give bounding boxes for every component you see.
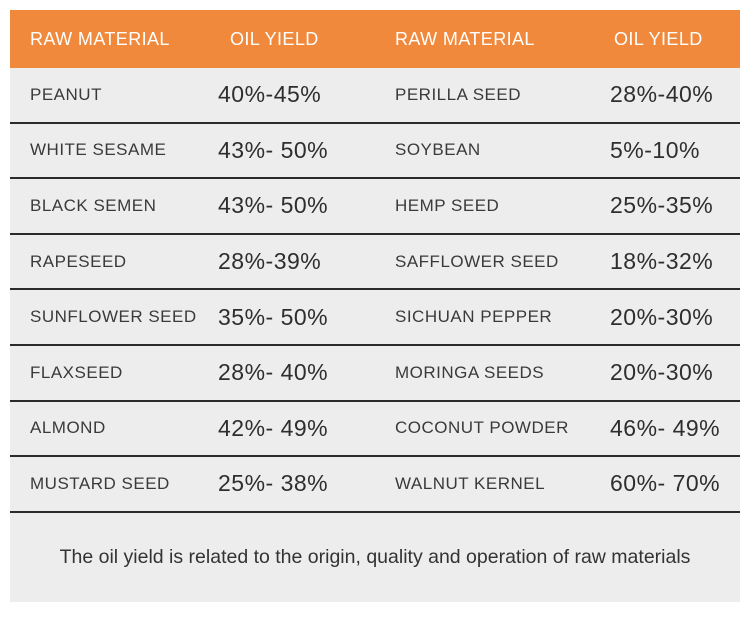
yield-right-cell: 46%- 49% — [610, 414, 721, 441]
material-left-cell: BLACK SEMEN — [30, 195, 157, 215]
material-left-cell: PEANUT — [30, 84, 102, 104]
material-right-cell: COCONUT POWDER — [395, 418, 569, 438]
header-oil-yield-right: OIL YIELD — [614, 28, 703, 49]
footer-note: The oil yield is related to the origin, … — [10, 512, 740, 602]
header-oil-yield-left: OIL YIELD — [230, 28, 319, 49]
table-row: BLACK SEMEN 43%- 50% HEMP SEED 25%-35% — [10, 179, 740, 235]
material-left-cell: MUSTARD SEED — [30, 473, 170, 493]
yield-left-cell: 35%- 50% — [218, 303, 329, 330]
table-row: MUSTARD SEED 25%- 38% WALNUT KERNEL 60%- 70… — [10, 457, 740, 513]
yield-right-cell: 28%-40% — [610, 81, 714, 108]
material-right-cell: MORINGA SEEDS — [395, 362, 545, 382]
yield-right-cell: 20%-30% — [610, 359, 714, 386]
oil-yield-table: RAW MATERIAL OIL YIELD RAW MATERIAL OIL … — [10, 10, 740, 602]
yield-left-cell: 40%-45% — [218, 81, 322, 108]
yield-right-cell: 5%-10% — [610, 136, 700, 163]
material-right-cell: SICHUAN PEPPER — [395, 307, 553, 327]
material-left-cell: FLAXSEED — [30, 362, 123, 382]
table-row: PEANUT 40%-45% PERILLA SEED 28%-40% — [10, 68, 740, 124]
table-header-row: RAW MATERIAL OIL YIELD RAW MATERIAL OIL … — [10, 10, 740, 68]
header-raw-material-left: RAW MATERIAL — [30, 28, 170, 49]
material-left-cell: SUNFLOWER SEED — [30, 307, 197, 327]
yield-right-cell: 18%-32% — [610, 248, 714, 275]
material-left-cell: ALMOND — [30, 418, 106, 438]
material-left-cell: WHITE SESAME — [30, 140, 167, 160]
material-right-cell: PERILLA SEED — [395, 84, 522, 104]
yield-right-cell: 60%- 70% — [610, 470, 721, 497]
header-raw-material-right: RAW MATERIAL — [395, 28, 535, 49]
yield-right-cell: 20%-30% — [610, 303, 714, 330]
yield-left-cell: 28%- 40% — [218, 359, 329, 386]
yield-right-cell: 25%-35% — [610, 192, 714, 219]
table-row: ALMOND 42%- 49% COCONUT POWDER 46%- 49% — [10, 401, 740, 458]
material-right-cell: SOYBEAN — [395, 140, 481, 160]
table-row: FLAXSEED 28%- 40% MORINGA SEEDS 20%-30% — [10, 345, 740, 402]
table-rows: PEANUT 40%-45% PERILLA SEED 28%-40% WHITE SE… — [10, 68, 740, 513]
material-left-cell: RAPESEED — [30, 251, 127, 271]
yield-left-cell: 28%-39% — [218, 248, 322, 275]
yield-left-cell: 42%- 49% — [218, 414, 329, 441]
yield-left-cell: 43%- 50% — [218, 136, 329, 163]
yield-left-cell: 43%- 50% — [218, 192, 329, 219]
yield-left-cell: 25%- 38% — [218, 470, 329, 497]
table-row: RAPESEED 28%-39% SAFFLOWER SEED 18%-32% — [10, 234, 740, 291]
table-row: WHITE SESAME 43%- 50% SOYBEAN 5%-10% — [10, 123, 740, 180]
material-right-cell: WALNUT KERNEL — [395, 473, 546, 493]
table-row: SUNFLOWER SEED 35%- 50% SICHUAN PEPPER 20%-… — [10, 290, 740, 346]
material-right-cell: HEMP SEED — [395, 195, 500, 215]
footer-note-text: The oil yield is related to the origin, … — [59, 545, 691, 568]
material-right-cell: SAFFLOWER SEED — [395, 251, 559, 271]
